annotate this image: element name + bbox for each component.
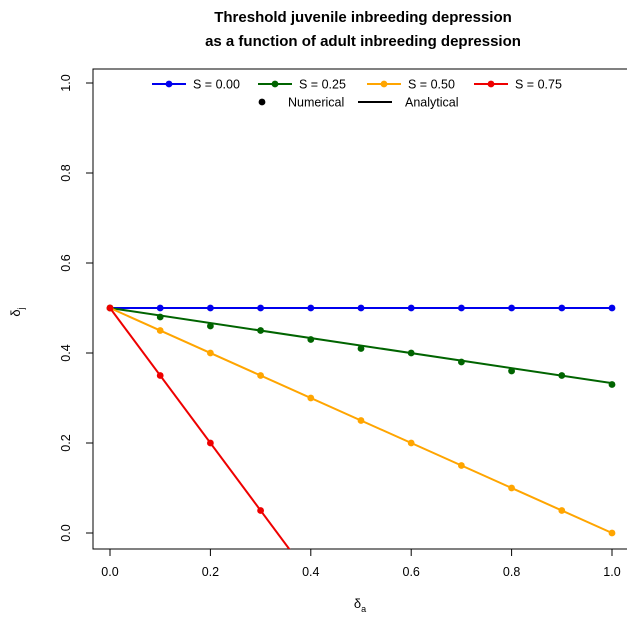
numerical-point (608, 529, 616, 537)
numerical-point (207, 322, 214, 330)
y-axis-label: δj (8, 307, 26, 316)
y-tick-label: 1.0 (59, 74, 73, 91)
series-s-0-00 (106, 304, 616, 312)
chart-title-line-1: Threshold juvenile inbreeding depression (214, 9, 512, 26)
legend-marker (271, 80, 279, 88)
numerical-point (207, 439, 214, 447)
legend-label: S = 0.25 (299, 78, 346, 92)
numerical-point (558, 372, 566, 379)
numerical-point (156, 327, 164, 334)
numerical-point (558, 304, 566, 312)
numerical-point (207, 349, 214, 357)
legend-numerical-label: Numerical (288, 96, 344, 110)
numerical-point (257, 372, 264, 379)
numerical-point (156, 304, 164, 312)
legend-analytical-label: Analytical (405, 96, 459, 110)
numerical-point (257, 507, 264, 514)
y-tick-label: 0.8 (59, 164, 73, 181)
numerical-point (307, 336, 315, 343)
legend-label: S = 0.00 (193, 78, 240, 92)
numerical-point (307, 304, 315, 312)
y-axis: 0.0 0.2 0.4 0.6 0.8 1.0 (59, 74, 94, 542)
series-layer (106, 304, 616, 549)
numerical-point (106, 304, 114, 312)
legend-marker (487, 80, 495, 88)
y-tick-label: 0.2 (59, 434, 73, 451)
numerical-point (407, 349, 415, 357)
series-s-0-75 (106, 304, 291, 549)
x-tick-label: 0.8 (503, 565, 520, 579)
numerical-point (156, 313, 164, 321)
numerical-point (156, 372, 164, 379)
legend-label: S = 0.50 (408, 78, 455, 92)
numerical-point (407, 304, 415, 312)
numerical-point (458, 462, 465, 469)
x-axis-label: δa (354, 596, 366, 614)
numerical-point (257, 304, 264, 312)
series-s-0-50 (106, 304, 616, 537)
numerical-point (257, 327, 264, 334)
x-tick-label: 0.2 (202, 565, 219, 579)
numerical-point (608, 304, 616, 312)
legend: S = 0.00 S = 0.25 S = 0.50 S = 0.75 Numerica… (152, 78, 562, 110)
legend-numerical-marker (258, 98, 266, 106)
numerical-point (608, 381, 616, 388)
numerical-point (357, 345, 365, 352)
numerical-point (458, 304, 465, 312)
series-s-0-25 (106, 304, 616, 388)
numerical-point (508, 367, 515, 375)
chart-title-line-2: as a function of adult inbreeding depres… (205, 33, 521, 50)
numerical-point (357, 304, 365, 312)
numerical-point (558, 507, 566, 514)
numerical-point (407, 439, 415, 447)
x-tick-label: 1.0 (603, 565, 620, 579)
numerical-point (207, 304, 214, 312)
legend-label: S = 0.75 (515, 78, 562, 92)
x-tick-label: 0.6 (403, 565, 420, 579)
legend-marker (165, 80, 173, 88)
numerical-point (508, 484, 515, 492)
x-tick-label: 0.0 (101, 565, 118, 579)
analytical-line (109, 307, 291, 549)
x-tick-label: 0.4 (302, 565, 319, 579)
y-tick-label: 0.4 (59, 344, 73, 361)
numerical-point (508, 304, 515, 312)
legend-marker (380, 80, 388, 88)
x-axis: 0.0 0.2 0.4 0.6 0.8 1.0 (101, 548, 621, 579)
numerical-point (357, 417, 365, 424)
y-tick-label: 0.0 (59, 524, 73, 541)
numerical-point (458, 358, 465, 366)
y-tick-label: 0.6 (59, 254, 73, 271)
numerical-point (307, 394, 315, 402)
